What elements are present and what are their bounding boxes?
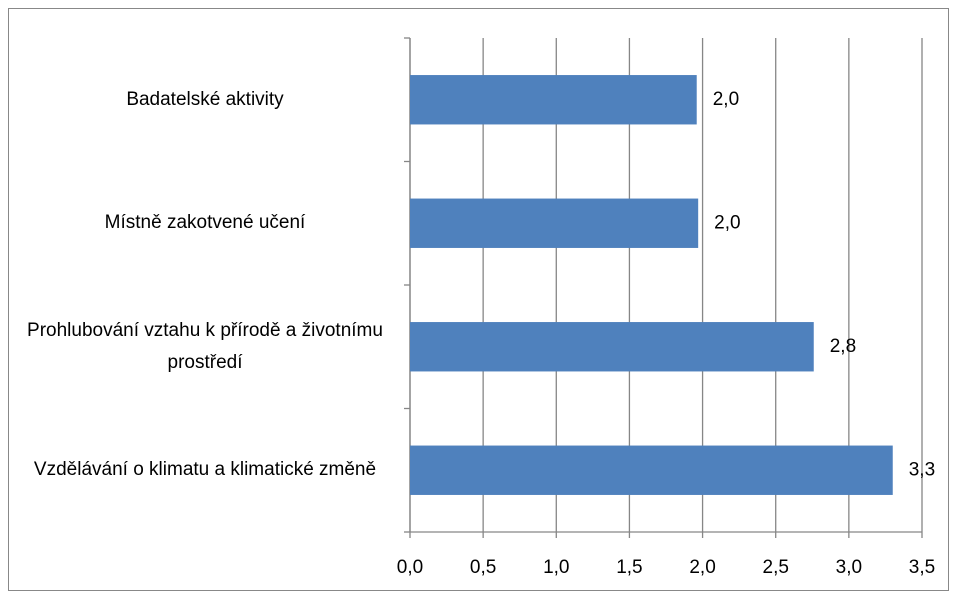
- bar: [410, 322, 814, 372]
- chart-border: [8, 8, 949, 591]
- data-label: 2,0: [713, 89, 739, 110]
- x-tick-label: 2,5: [763, 557, 789, 578]
- x-tick-label: 0,5: [470, 557, 496, 578]
- x-tick-label: 3,5: [909, 557, 935, 578]
- y-tick-label: Prohlubování vztahu k přírodě a životním…: [27, 319, 383, 373]
- y-tick-label: Vzdělávání o klimatu a klimatické změně: [33, 459, 377, 481]
- data-label: 2,0: [714, 212, 740, 233]
- x-tick-label: 2,0: [689, 557, 715, 578]
- data-label: 3,3: [909, 459, 935, 480]
- x-tick-label: 3,0: [836, 557, 862, 578]
- data-label: 2,8: [830, 336, 856, 357]
- bar: [410, 445, 893, 495]
- x-tick-label: 0,0: [397, 557, 423, 578]
- bar: [410, 75, 697, 125]
- x-tick-label: 1,0: [543, 557, 569, 578]
- x-tick-label: 1,5: [616, 557, 642, 578]
- y-tick-label: Badatelské aktivity: [126, 88, 284, 110]
- bar: [410, 198, 699, 248]
- y-tick-label: Místně zakotvené učení: [104, 212, 306, 234]
